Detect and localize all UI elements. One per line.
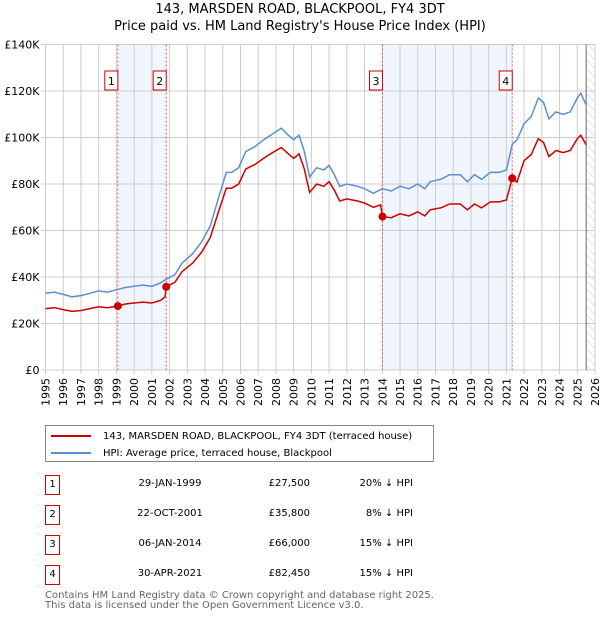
x-tick-label: 2025: [571, 378, 584, 406]
transaction-number: 1: [45, 475, 60, 495]
x-tick-label: 2017: [429, 378, 442, 406]
x-tick-label: 2015: [394, 378, 407, 406]
shaded-period: [117, 44, 167, 370]
sale-point: [508, 174, 517, 183]
transaction-price: £27,500: [268, 478, 310, 489]
transaction-date: 06-JAN-2014: [138, 538, 202, 549]
transaction-number: 3: [45, 535, 60, 555]
transaction-date: 29-JAN-1999: [138, 478, 202, 489]
legend-label: 143, MARSDEN ROAD, BLACKPOOL, FY4 3DT (t…: [103, 430, 413, 442]
y-tick-label: £20K: [11, 318, 40, 331]
transaction-hpi: 15% ↓ HPI: [359, 568, 413, 579]
shaded-period: [382, 44, 513, 370]
sale-label: 3: [372, 75, 379, 88]
x-tick-label: 2011: [323, 378, 336, 406]
x-tick-label: 2007: [252, 378, 265, 406]
x-tick-label: 2020: [483, 378, 496, 406]
transaction-hpi: 15% ↓ HPI: [359, 538, 413, 549]
chart-legend: 143, MARSDEN ROAD, BLACKPOOL, FY4 3DT (t…: [45, 425, 434, 462]
transaction-row: 4 30-APR-2021 £82,450 15% ↓ HPI: [45, 565, 445, 585]
x-tick-label: 2009: [288, 378, 301, 406]
chart-title-line2: Price paid vs. HM Land Registry's House …: [114, 19, 486, 34]
x-tick-label: 2012: [341, 378, 354, 406]
x-tick-label: 2019: [465, 378, 478, 406]
x-tick-label: 2021: [500, 378, 513, 406]
footer-licence: This data is licensed under the Open Gov…: [45, 600, 364, 611]
x-tick-label: 2000: [128, 378, 141, 406]
transaction-hpi: 8% ↓ HPI: [365, 508, 413, 519]
forecast-hatch: [586, 44, 595, 370]
x-tick-label: 2005: [217, 378, 230, 406]
sale-label-box: [368, 70, 383, 91]
legend-item-property: 143, MARSDEN ROAD, BLACKPOOL, FY4 3DT (t…: [46, 428, 412, 444]
x-tick-label: 2003: [181, 378, 194, 406]
x-tick-label: 1995: [40, 378, 53, 406]
x-tick-label: 2014: [376, 378, 389, 406]
x-tick-label: 2018: [447, 378, 460, 406]
footer-copyright: Contains HM Land Registry data © Crown c…: [45, 590, 434, 601]
sale-point: [162, 282, 171, 291]
legend-item-hpi: HPI: Average price, terraced house, Blac…: [46, 445, 332, 461]
x-tick-label: 2006: [234, 378, 247, 406]
x-tick-label: 2008: [270, 378, 283, 406]
chart-title-line1: 143, MARSDEN ROAD, BLACKPOOL, FY4 3DT: [155, 2, 445, 17]
y-tick-label: £60K: [11, 225, 40, 238]
sale-point: [378, 212, 387, 221]
transaction-date: 22-OCT-2001: [137, 508, 203, 519]
x-tick-label: 1996: [57, 378, 70, 406]
y-tick-label: £40K: [11, 271, 40, 284]
transaction-row: 3 06-JAN-2014 £66,000 15% ↓ HPI: [45, 535, 445, 555]
x-tick-label: 2016: [412, 378, 425, 406]
x-tick-label: 2001: [146, 378, 159, 406]
x-tick-label: 2013: [359, 378, 372, 406]
transaction-number: 2: [45, 505, 60, 525]
y-tick-label: £120K: [4, 85, 40, 98]
x-tick-label: 2022: [518, 378, 531, 406]
transaction-price: £82,450: [268, 568, 310, 579]
x-tick-label: 2024: [554, 378, 567, 406]
price-chart: 1 2 3 4 1995 1996 1997 1998 1999 2000 2001 2002 2003…: [4, 39, 600, 407]
sale-label-box: [152, 70, 167, 91]
x-tick-label: 2002: [164, 378, 177, 406]
sale-label: 1: [108, 75, 115, 88]
sale-label: 2: [156, 75, 163, 88]
x-tick-label: 2023: [536, 378, 549, 406]
sale-point: [113, 302, 122, 311]
legend-swatch-red: [51, 435, 91, 437]
transaction-date: 30-APR-2021: [137, 568, 203, 579]
x-tick-label: 1999: [110, 378, 123, 406]
y-tick-label: £100K: [4, 132, 40, 145]
legend-label: HPI: Average price, terraced house, Blac…: [103, 447, 332, 459]
x-tick-label: 2004: [199, 378, 212, 406]
y-tick-label: £80K: [11, 178, 40, 191]
transaction-row: 2 22-OCT-2001 £35,800 8% ↓ HPI: [45, 505, 445, 525]
legend-swatch-blue: [51, 452, 91, 454]
hpi-series-line: [45, 91, 587, 298]
x-tick-label: 1997: [75, 378, 88, 406]
x-tick-label: 1998: [93, 378, 106, 406]
transaction-price: £35,800: [268, 508, 310, 519]
x-tick-label: 2026: [589, 378, 600, 406]
transaction-number: 4: [45, 565, 60, 585]
sale-label-box: [498, 70, 513, 91]
y-tick-label: £0: [26, 364, 40, 377]
transaction-hpi: 20% ↓ HPI: [359, 478, 413, 489]
sale-label-box: [104, 70, 119, 91]
transaction-row: 1 29-JAN-1999 £27,500 20% ↓ HPI: [45, 475, 445, 495]
sale-label: 4: [502, 75, 509, 88]
transaction-price: £66,000: [268, 538, 310, 549]
x-tick-label: 2010: [305, 378, 318, 406]
y-tick-label: £140K: [4, 39, 40, 52]
